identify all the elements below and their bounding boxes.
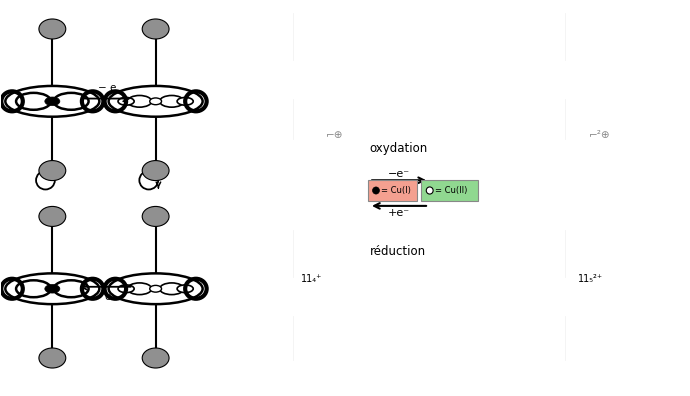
Ellipse shape: [54, 93, 88, 110]
Ellipse shape: [142, 19, 169, 39]
Ellipse shape: [118, 97, 134, 105]
Ellipse shape: [177, 97, 193, 105]
Ellipse shape: [39, 206, 66, 227]
Ellipse shape: [128, 95, 152, 107]
Ellipse shape: [39, 160, 66, 181]
Ellipse shape: [142, 160, 169, 181]
Text: oxydation: oxydation: [369, 142, 427, 155]
Ellipse shape: [16, 93, 51, 110]
Text: − e: − e: [98, 83, 117, 93]
FancyBboxPatch shape: [422, 180, 478, 201]
Ellipse shape: [159, 95, 184, 107]
Ellipse shape: [150, 286, 161, 292]
Ellipse shape: [177, 285, 193, 293]
Text: e: e: [104, 291, 110, 302]
Ellipse shape: [118, 285, 134, 293]
Ellipse shape: [108, 86, 203, 117]
Text: = Cu(II): = Cu(II): [435, 186, 467, 195]
Text: 11₅²⁺: 11₅²⁺: [578, 274, 603, 284]
Ellipse shape: [39, 19, 66, 39]
Ellipse shape: [142, 206, 169, 227]
FancyBboxPatch shape: [368, 180, 417, 201]
Ellipse shape: [6, 273, 99, 304]
Ellipse shape: [45, 284, 60, 293]
Text: ⌐²⊕: ⌐²⊕: [589, 130, 611, 140]
Ellipse shape: [373, 187, 380, 194]
Text: −e⁻: −e⁻: [388, 169, 410, 179]
Text: = Cu(I): = Cu(I): [381, 186, 411, 195]
Text: ⌐⊕: ⌐⊕: [326, 130, 344, 140]
Text: réduction: réduction: [370, 245, 426, 258]
Ellipse shape: [108, 273, 203, 304]
Ellipse shape: [142, 348, 169, 368]
Text: +e⁻: +e⁻: [388, 208, 410, 218]
Ellipse shape: [159, 283, 184, 295]
Ellipse shape: [426, 187, 433, 194]
Text: 11₄⁺: 11₄⁺: [302, 274, 323, 284]
Ellipse shape: [150, 98, 161, 105]
Ellipse shape: [54, 280, 88, 297]
Ellipse shape: [6, 86, 99, 117]
Ellipse shape: [45, 97, 60, 106]
Ellipse shape: [128, 283, 152, 295]
Ellipse shape: [16, 280, 51, 297]
Ellipse shape: [39, 348, 66, 368]
